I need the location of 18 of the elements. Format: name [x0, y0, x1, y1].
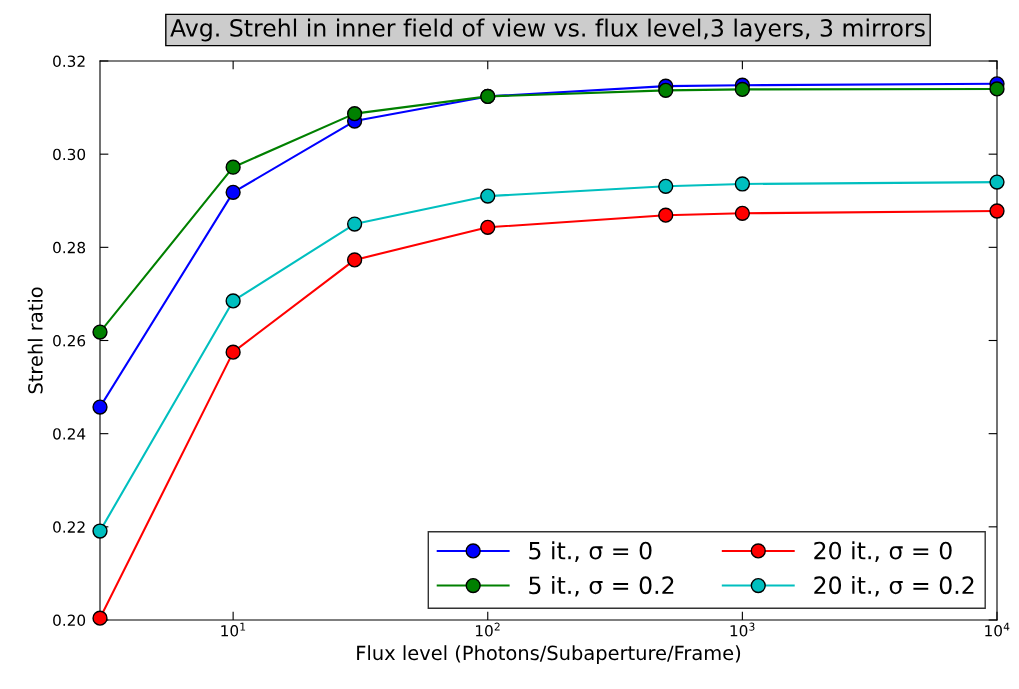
y-axis-title: Strehl ratio	[27, 287, 43, 394]
y-tick-label: 0.26	[53, 334, 86, 347]
y-tick-label: 0.20	[53, 614, 86, 627]
y-tick-label: 0.32	[53, 55, 85, 68]
y-tick-label: 0.28	[53, 241, 86, 254]
y-tick-label: 0.22	[53, 521, 85, 533]
y-tick-label: 0.24	[53, 428, 86, 440]
x-tick-label: 10$^{2}$	[475, 622, 500, 637]
x-tick-label: 10$^{4}$	[985, 622, 1010, 637]
chart-title: Avg. Strehl in inner field of view vs. flux level,3 layers, 3 mirrors	[170, 18, 925, 42]
x-axis-title: Flux level (Photons/Subaperture/Frame)	[357, 645, 741, 665]
legend-label: 20 it., σ = 0	[814, 541, 952, 562]
x-tick-label: 10$^{3}$	[730, 622, 755, 637]
x-tick-label: 10$^{1}$	[221, 622, 246, 637]
legend-label: 20 it., σ = 0.2	[814, 575, 974, 597]
legend-label: 5 it., σ = 0	[529, 541, 652, 562]
legend-label: 5 it., σ = 0.2	[529, 575, 674, 597]
y-tick-label: 0.30	[53, 148, 86, 161]
